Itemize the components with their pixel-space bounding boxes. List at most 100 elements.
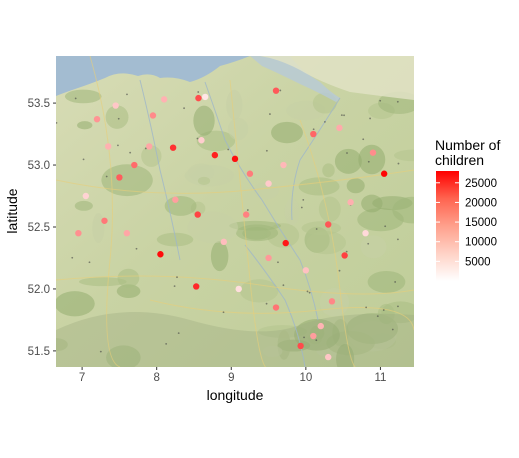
data-point: [265, 180, 272, 187]
map-place-dot: [183, 107, 185, 110]
x-tick-label: 10: [299, 372, 312, 384]
map-place-dot: [222, 311, 225, 314]
map-place-dot: [227, 148, 230, 151]
data-point: [116, 174, 123, 181]
map-place-dot: [99, 350, 102, 353]
data-point: [105, 143, 112, 150]
map-terrain-patch: [193, 105, 215, 136]
map-place-dot: [367, 160, 370, 163]
map-place-dot: [384, 225, 387, 228]
map-terrain-patch: [156, 232, 194, 247]
data-point: [198, 137, 205, 144]
y-tick-label: 53.5: [28, 98, 50, 110]
map-terrain-patch: [226, 89, 243, 120]
map-terrain-patch: [227, 117, 249, 141]
map-terrain-patch: [322, 163, 335, 178]
data-point: [380, 170, 388, 177]
map-place-dot: [265, 149, 268, 152]
x-axis-title: longitude: [207, 387, 264, 403]
map-terrain-patch: [64, 89, 102, 104]
data-point: [272, 304, 280, 311]
map-place-dot: [376, 315, 379, 318]
map-terrain-patch: [197, 176, 211, 185]
data-point: [328, 298, 336, 305]
map-place-dot: [315, 228, 318, 230]
map-place-dot: [279, 89, 282, 92]
map-place-dot: [117, 117, 120, 120]
map-place-dot: [369, 117, 372, 120]
map-terrain-patch: [56, 338, 68, 352]
map-place-dot: [144, 147, 147, 150]
map-terrain-patch: [334, 148, 362, 174]
map-terrain-patch: [101, 164, 153, 197]
map-terrain-patch: [301, 221, 342, 235]
x-axis: 7 8 9 10 11: [79, 367, 386, 384]
data-point: [131, 161, 138, 169]
map-place-dot: [315, 339, 318, 342]
map-place-dot: [365, 306, 368, 309]
data-point: [211, 151, 219, 159]
map-road: [89, 56, 121, 367]
map-terrain-patch: [117, 268, 140, 288]
y-axis-title: latitude: [4, 188, 20, 233]
data-point: [369, 149, 377, 156]
map-place-dot: [345, 250, 348, 253]
y-tick-label: 53.0: [28, 160, 50, 172]
map-place-dot: [277, 261, 279, 264]
data-point: [280, 161, 287, 169]
data-point: [149, 112, 157, 119]
data-point: [341, 252, 348, 259]
data-point: [297, 342, 304, 350]
legend-title-line-2: children: [435, 152, 484, 168]
map-terrain-patch: [262, 345, 283, 357]
map-place-dot: [71, 256, 74, 259]
map-terrain-patch: [92, 213, 105, 244]
map-terrain-patch: [239, 279, 279, 303]
legend-label: 20000: [465, 197, 497, 209]
map-road: [149, 299, 414, 331]
map-terrain-patch: [77, 121, 93, 130]
data-point: [169, 144, 177, 151]
map-place-dot: [343, 114, 345, 117]
map-terrain-patch: [360, 235, 387, 259]
x-tick-label: 8: [153, 372, 159, 384]
legend-label: 10000: [465, 237, 497, 249]
data-point: [272, 87, 280, 94]
map-river: [291, 97, 341, 221]
data-point: [157, 251, 164, 258]
map-place-dot: [129, 151, 132, 154]
map-place-dot: [300, 206, 303, 209]
map-terrain-patch: [306, 230, 347, 255]
map-terrain-patch: [56, 291, 95, 317]
map-place-dot: [397, 305, 399, 308]
data-point: [82, 192, 90, 200]
map-place-dot: [303, 336, 305, 339]
map-terrain-patch: [294, 318, 340, 351]
map-place-dot: [306, 290, 309, 293]
data-point: [336, 124, 343, 132]
map-place-dot: [56, 122, 58, 124]
data-point: [146, 143, 153, 150]
x-tick-label: 11: [374, 372, 386, 384]
data-point: [75, 229, 82, 237]
data-point: [282, 239, 289, 247]
map-place-dot: [265, 302, 268, 305]
map-terrain-patch: [392, 196, 414, 224]
map-place-dot: [282, 284, 285, 287]
data-point: [101, 217, 108, 224]
map-place-dot: [394, 281, 397, 283]
data-point: [325, 221, 332, 228]
map-terrain-patch: [74, 200, 93, 211]
map-terrain-patch: [318, 196, 341, 223]
map-river: [204, 81, 319, 321]
data-point: [347, 199, 354, 206]
map-northern-land: [260, 56, 414, 100]
map-terrain-patch: [116, 284, 141, 299]
y-axis: 51.5 52.0 52.5 53.0 53.5: [28, 98, 56, 358]
y-tick-label: 52.5: [28, 222, 50, 234]
data-point: [195, 94, 202, 102]
legend-ticks: 25000 20000 15000 10000 5000: [436, 178, 497, 268]
map-terrain-patch: [229, 220, 281, 231]
map-place-dot: [312, 128, 315, 131]
y-tick-label: 51.5: [28, 346, 50, 358]
